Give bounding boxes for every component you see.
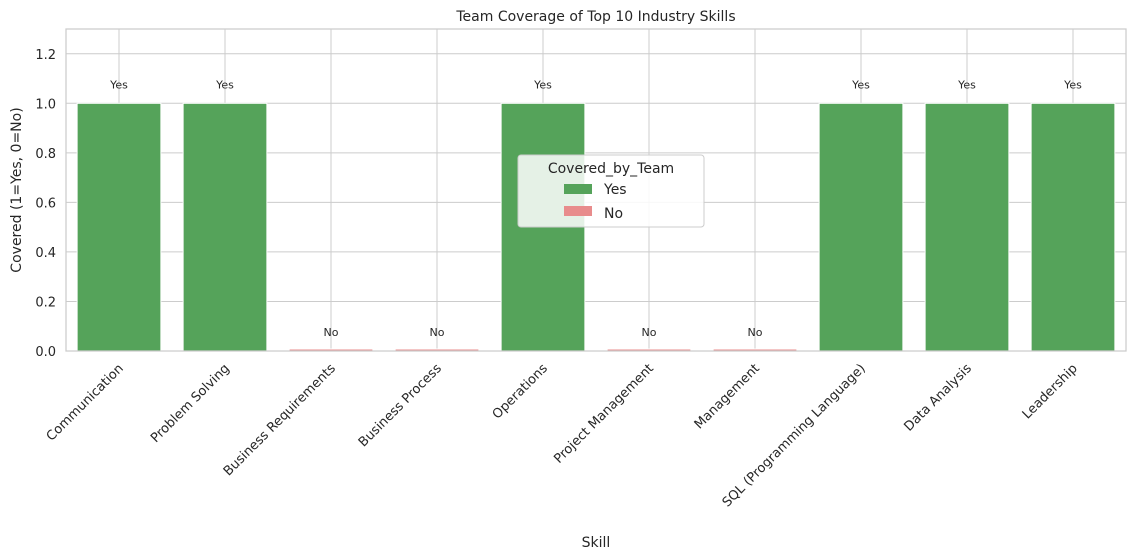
- legend-label-no: No: [604, 206, 623, 222]
- y-axis-label: Covered (1=Yes, 0=No): [9, 107, 25, 272]
- chart-title: Team Coverage of Top 10 Industry Skills: [455, 9, 735, 25]
- bar: [76, 102, 162, 352]
- y-tick-label: 0.2: [35, 295, 56, 310]
- data-label: No: [748, 326, 763, 339]
- data-label: Yes: [851, 78, 870, 91]
- data-label: Yes: [109, 78, 128, 91]
- x-tick-label: Operations: [490, 361, 551, 422]
- bar: [1030, 102, 1116, 352]
- x-axis-label: Skill: [582, 535, 611, 551]
- data-label: Yes: [1063, 78, 1082, 91]
- x-tick-label: Problem Solving: [148, 361, 233, 446]
- y-tick-label: 0.8: [35, 147, 56, 162]
- y-tick-labels: 0.0 0.2 0.4 0.6 0.8 1.0 1.2: [35, 48, 56, 360]
- x-tick-label: Communication: [44, 361, 127, 444]
- x-tick-label: Business Process: [356, 361, 445, 450]
- data-label: Yes: [215, 78, 234, 91]
- x-tick-label: Management: [692, 361, 763, 432]
- x-tick-label: Leadership: [1020, 361, 1081, 422]
- bar: [924, 102, 1010, 352]
- bar: [818, 102, 904, 352]
- y-tick-label: 0.6: [35, 196, 56, 211]
- legend-label-yes: Yes: [603, 182, 627, 198]
- x-tick-label: Business Requirements: [221, 361, 339, 479]
- data-label: No: [430, 326, 445, 339]
- legend-swatch-yes: [564, 184, 592, 194]
- x-tick-label: Data Analysis: [901, 361, 975, 435]
- legend: Covered_by_Team Yes No: [517, 154, 705, 228]
- y-tick-label: 1.0: [35, 97, 56, 112]
- data-label: Yes: [533, 78, 552, 91]
- legend-swatch-no: [564, 206, 592, 216]
- bar: [182, 102, 268, 352]
- data-label: No: [642, 326, 657, 339]
- y-tick-label: 0.4: [35, 246, 56, 261]
- plot-frame: [65, 28, 1127, 352]
- data-label: Yes: [957, 78, 976, 91]
- data-label: No: [324, 326, 339, 339]
- y-tick-label: 0.0: [35, 345, 56, 360]
- x-tick-label: Project Management: [551, 361, 657, 467]
- data-labels: Yes Yes No No Yes No No Yes Yes Yes: [109, 78, 1082, 339]
- legend-title: Covered_by_Team: [548, 161, 674, 177]
- y-tick-label: 1.2: [35, 48, 56, 63]
